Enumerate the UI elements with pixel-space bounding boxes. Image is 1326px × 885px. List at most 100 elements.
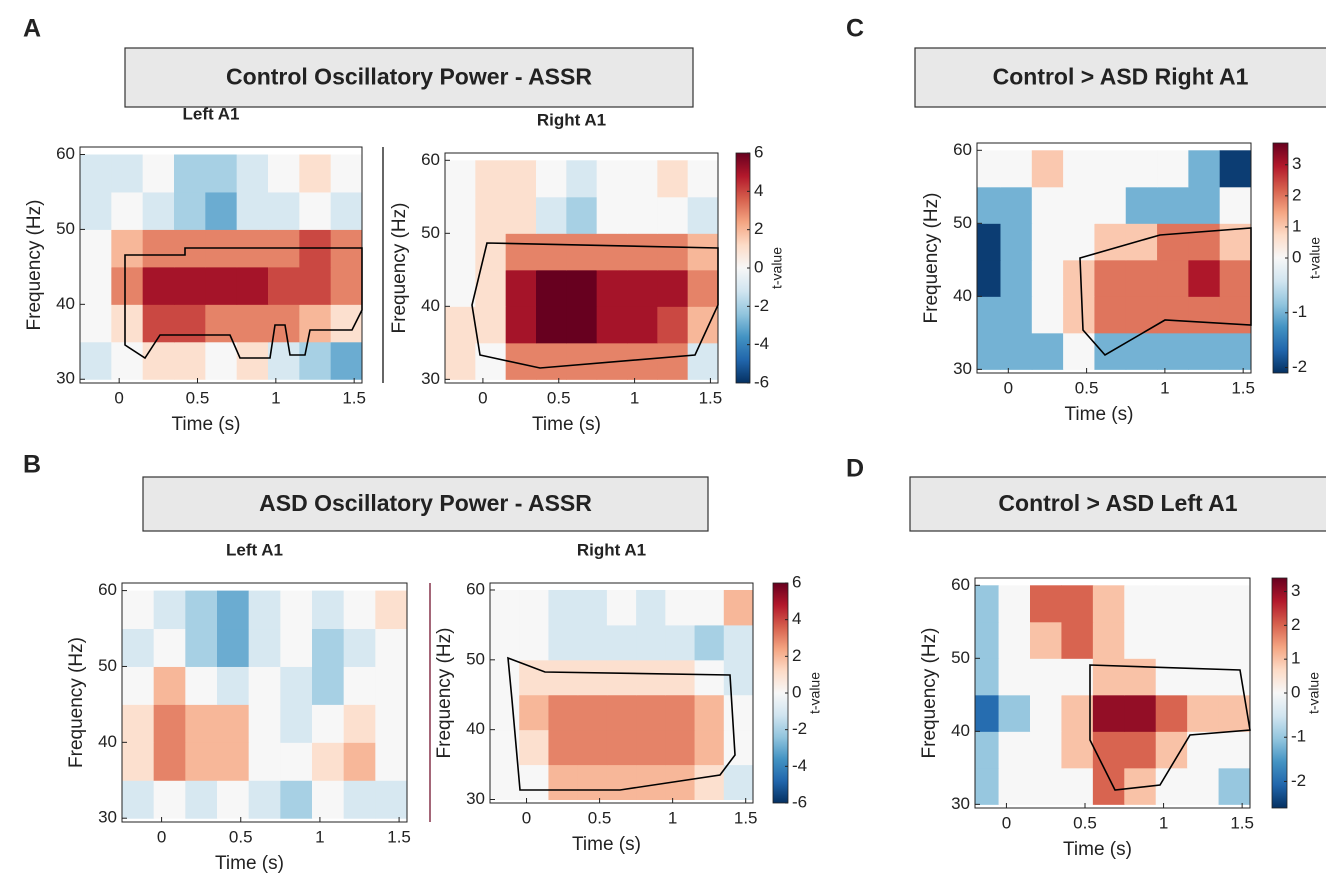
heatmap-cell	[299, 266, 332, 305]
heatmap-cell	[636, 729, 666, 766]
heatmap-cell	[280, 666, 313, 705]
heatmap-cell	[1030, 694, 1062, 732]
heatmap-cell	[1030, 585, 1062, 623]
x-tick-label: 1.5	[699, 388, 723, 407]
x-tick-label: 1	[630, 388, 639, 407]
x-axis-label: Time (s)	[1065, 404, 1134, 425]
heatmap-cell	[1092, 585, 1125, 623]
heatmap-cell	[723, 764, 753, 801]
header-title: Control Oscillatory Power - ASSR	[226, 64, 592, 90]
heatmap-cell	[998, 767, 1031, 805]
heatmap-cell	[723, 589, 753, 626]
colorbar-tick-label: 1	[1291, 649, 1300, 668]
heatmap-cell	[445, 196, 476, 234]
heatmap-cell	[174, 341, 206, 380]
heatmap-cell	[606, 659, 637, 696]
heatmap-cell	[248, 704, 281, 743]
x-tick-label: 1	[1159, 813, 1168, 832]
heatmap-cell	[1031, 223, 1064, 261]
heatmap-cell	[519, 764, 549, 801]
heatmap-cell	[977, 259, 1001, 297]
x-tick-label: 0	[1002, 813, 1011, 832]
heatmap-cell	[122, 704, 155, 743]
heatmap-cell	[566, 269, 598, 307]
plot-frame	[489, 582, 754, 804]
heatmap-cell	[205, 191, 238, 230]
heatmap-cell	[1092, 694, 1125, 732]
heatmap-cell	[596, 269, 628, 307]
x-axis-label: Time (s)	[215, 853, 284, 874]
heatmap-cell	[1219, 332, 1251, 370]
heatmap-cell	[548, 694, 579, 731]
heatmap-cell	[1218, 585, 1250, 623]
colorbar-tick-label: 0	[1291, 682, 1300, 701]
colorbar-tick-label: -6	[754, 372, 769, 391]
heatmap-cell	[248, 666, 281, 705]
heatmap-cell	[519, 624, 549, 661]
heatmap-cell	[1125, 332, 1158, 370]
heatmap-cell	[1188, 332, 1221, 370]
heatmap-cell	[1031, 259, 1064, 297]
chart: 0 0.5 1 1.5 30 40 50 60 Left A1 Time (s) Frequency…	[66, 540, 411, 874]
heatmap-cell	[80, 229, 112, 268]
heatmap-cell	[636, 764, 666, 801]
x-tick-label: 1.5	[734, 808, 758, 827]
heatmap-cell	[519, 694, 549, 731]
heatmap-cell	[375, 780, 407, 819]
heatmap-cell	[1187, 621, 1220, 659]
heatmap-cell	[205, 341, 238, 380]
heatmap-cell	[577, 624, 608, 661]
heatmap-cell	[1218, 621, 1250, 659]
x-tick-label: 1	[1160, 378, 1169, 397]
heatmap-cell	[375, 666, 407, 705]
heatmap-cell	[1188, 259, 1221, 297]
x-tick-label: 1.5	[342, 388, 366, 407]
x-tick-label: 1.5	[1230, 813, 1254, 832]
panel-letter: D	[846, 455, 864, 483]
heatmap-cell	[975, 658, 1000, 696]
header-box	[914, 47, 1326, 108]
heatmap-cells	[445, 160, 718, 380]
heatmap-cell	[490, 624, 520, 661]
y-tick-label: 30	[953, 359, 972, 378]
y-tick-label: 60	[953, 140, 972, 159]
y-tick-label: 60	[98, 580, 117, 599]
panel-letter: B	[23, 451, 41, 479]
x-tick-label: 1	[271, 388, 280, 407]
heatmap-cell	[687, 196, 718, 234]
heatmap-cell	[566, 233, 598, 271]
heatmap-cell	[1031, 186, 1064, 224]
colorbar-label: t-value	[1306, 672, 1322, 714]
heatmap-cell	[217, 628, 250, 667]
heatmap-cell	[475, 306, 507, 344]
heatmap-cell	[577, 694, 608, 731]
heatmap-cell	[312, 742, 345, 781]
heatmap-cell	[205, 304, 238, 343]
heatmap-cell	[111, 266, 144, 305]
heatmap-cells	[977, 150, 1251, 370]
heatmap-cell	[475, 233, 507, 271]
heatmap-cell	[519, 659, 549, 696]
heatmap-cell	[217, 742, 250, 781]
heatmap-cell	[299, 304, 332, 343]
heatmap-cell	[236, 341, 269, 380]
heatmap-cell	[657, 342, 689, 380]
heatmap-cell	[330, 154, 362, 193]
colorbar-tick-label: -6	[792, 792, 807, 811]
y-tick-label: 50	[98, 656, 117, 675]
heatmap-cell	[657, 306, 689, 344]
heatmap-cell	[1030, 767, 1062, 805]
heatmap-cell	[122, 780, 155, 819]
heatmap-cell	[330, 341, 362, 380]
heatmap-cell	[975, 621, 1000, 659]
heatmap-cell	[1000, 186, 1033, 224]
heatmap-cell	[536, 342, 567, 380]
heatmap-cell	[1125, 186, 1158, 224]
heatmap-cell	[153, 704, 186, 743]
y-axis-label: Frequency (Hz)	[389, 203, 410, 334]
colorbar-tick-label: 2	[792, 646, 801, 665]
heatmap-cell	[330, 304, 362, 343]
heatmap-cell	[280, 590, 313, 630]
heatmap-cell	[975, 767, 1000, 805]
